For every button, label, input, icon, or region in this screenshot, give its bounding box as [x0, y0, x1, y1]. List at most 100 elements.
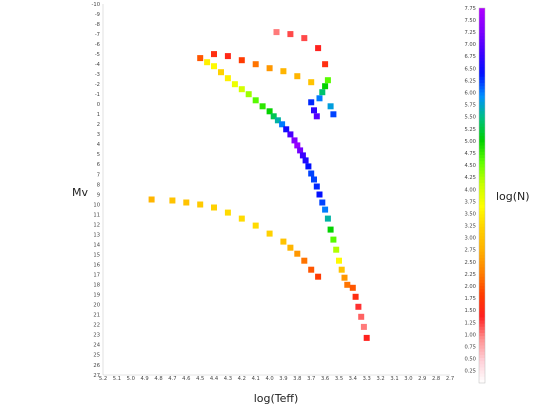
x-tick-label: 2.9 [418, 376, 426, 382]
x-tick-label: 3.6 [321, 376, 329, 382]
y-tick-label: 3 [97, 132, 100, 138]
colorbar-segment [479, 86, 485, 90]
heatmap-cell [183, 199, 190, 206]
x-tick-label: 4.7 [168, 376, 176, 382]
colorbar-segment [479, 373, 485, 378]
x-axis-title: log(Teff) [254, 392, 299, 405]
y-tick-label: 23 [93, 333, 100, 339]
colorbar-tick-label: 0.25 [464, 369, 476, 375]
colorbar-tick-label: 2.50 [464, 260, 476, 266]
colorbar-segment [479, 254, 485, 259]
colorbar-segment [479, 108, 485, 112]
heatmap-cell [324, 77, 331, 84]
colorbar-segment [479, 229, 485, 234]
y-tick-label: 17 [93, 273, 100, 279]
heatmap-cell [283, 126, 290, 133]
colorbar-segment [479, 120, 485, 125]
heatmap-cell [238, 57, 245, 64]
y-tick-label: 13 [93, 232, 100, 238]
heatmap-cell [169, 197, 176, 204]
colorbar-segment [479, 214, 485, 218]
y-tick-label: 26 [93, 363, 100, 369]
y-tick-label: -10 [92, 2, 100, 8]
heatmap-cell [294, 73, 301, 80]
heatmap-cell [322, 61, 329, 68]
x-tick-label: 3.9 [279, 376, 287, 382]
x-tick-label: 2.8 [432, 376, 440, 382]
heatmap-cell [238, 215, 245, 222]
colorbar-segment [479, 379, 485, 384]
heatmap-cell [252, 222, 259, 229]
colorbar-segment [479, 236, 485, 240]
heatmap-cell [218, 69, 224, 76]
colorbar-segment [479, 67, 485, 71]
x-tick-label: 5.2 [99, 376, 107, 382]
colorbar-segment [479, 183, 485, 187]
colorbar-segment [479, 79, 485, 84]
heatmap-cell [273, 29, 280, 36]
heatmap-cell [313, 113, 320, 120]
colorbar-segment [479, 42, 485, 46]
colorbar-segment [479, 73, 485, 78]
colorbar-segment [479, 358, 485, 362]
x-tick-label: 3.5 [335, 376, 343, 382]
y-tick-label: 11 [93, 212, 100, 218]
y-tick-label: 2 [97, 122, 100, 128]
colorbar-tick-label: 5.25 [464, 127, 476, 133]
colorbar-tick-label: 5.50 [464, 115, 476, 121]
colorbar-segment [479, 342, 485, 346]
heatmap-cell [330, 236, 337, 243]
heatmap-cell [274, 117, 281, 124]
x-tick-label: 4.0 [265, 376, 273, 382]
heatmap-cell [266, 230, 273, 237]
colorbar-segment [479, 11, 485, 15]
y-tick-label: 8 [97, 182, 100, 188]
heatmap-cell [204, 59, 211, 66]
colorbar-segment [479, 154, 485, 159]
heatmap-cell [322, 83, 329, 90]
colorbar-segment [479, 167, 485, 171]
colorbar-segment [479, 239, 485, 243]
colorbar-tick-label: 2.00 [464, 284, 476, 290]
colorbar-segment [479, 267, 485, 271]
heatmap-cell [211, 63, 217, 70]
heatmap-cell [330, 111, 337, 118]
heatmap-cell [311, 176, 317, 183]
colorbar-segment [479, 179, 485, 184]
colorbar-segment [479, 220, 485, 225]
colorbar-segment [479, 292, 485, 296]
heatmap-cell [336, 257, 342, 264]
y-tick-label: 7 [97, 172, 100, 178]
colorbar-tick-label: 5.00 [464, 139, 476, 145]
colorbar-frame [478, 7, 486, 384]
heatmap-cell [270, 113, 277, 120]
heatmap-cell [308, 79, 315, 86]
colorbar-segment [479, 223, 485, 228]
heatmap-cell [148, 196, 155, 203]
heatmap-cell [287, 31, 294, 38]
heatmap-cell [224, 209, 231, 216]
colorbar-segment [479, 142, 485, 146]
colorbar-tick-label: 3.25 [464, 224, 476, 230]
colorbar-segment [479, 242, 485, 246]
colorbar-segment [479, 89, 485, 93]
colorbar-segment [479, 201, 485, 206]
heatmap-cell [349, 284, 356, 291]
colorbar-segment [479, 98, 485, 103]
y-tick-label: -3 [95, 72, 100, 78]
x-tick-label: 3.3 [363, 376, 371, 382]
colorbar-tick-label: 5.75 [464, 103, 476, 109]
colorbar-segment [479, 151, 485, 156]
heatmap-cell [252, 61, 259, 68]
heatmap-cell [308, 170, 315, 177]
colorbar-segment [479, 264, 485, 268]
heatmap-cells [148, 29, 370, 341]
heatmap-cell [279, 121, 286, 128]
heatmap-cell [197, 201, 204, 208]
colorbar-segment [479, 308, 485, 312]
y-tick-label: 27 [93, 373, 100, 379]
colorbar-segment [479, 333, 485, 337]
colorbar [478, 7, 486, 384]
colorbar-segment [479, 367, 485, 371]
heatmap-cell [344, 281, 351, 288]
